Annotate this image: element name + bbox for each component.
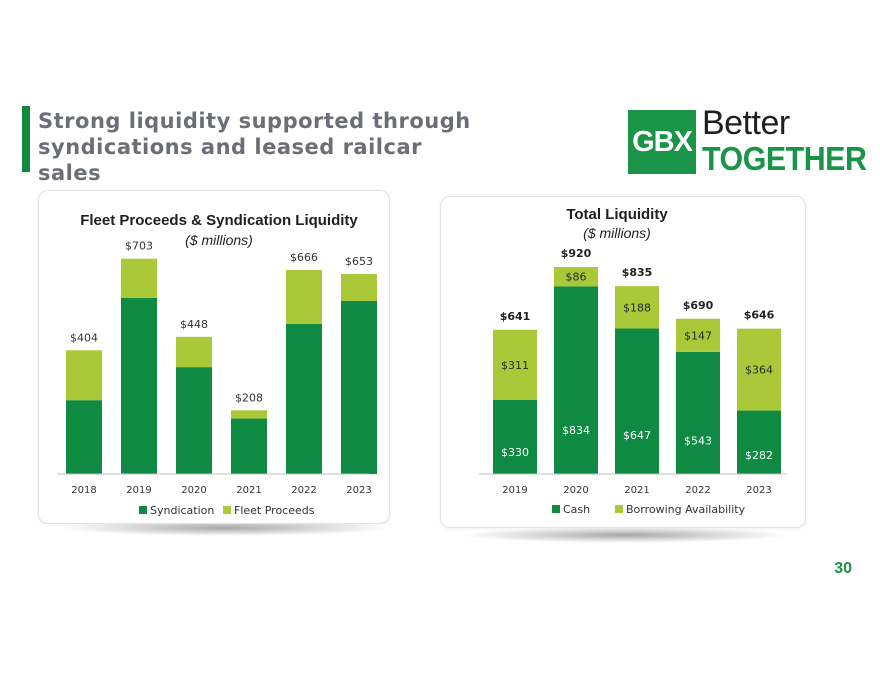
page-number: 30 [834,560,852,577]
bar-borrowing-availability-2019 [493,329,537,400]
segment-label-cash-2023: $282 [745,449,773,462]
total-label-2022: $666 [290,251,318,264]
bar-cash-2022 [676,351,720,474]
total-liquidity-chart: Total Liquidity ($ millions) $330 $311 $64… [479,206,787,516]
logo-together-text: TOGETHER [702,140,867,177]
chart2-subtitle: ($ millions) [583,225,651,241]
chart2-title: Total Liquidity [566,206,668,223]
x-tick-2018: 2018 [71,485,96,496]
segment-label-cash-2020: $834 [562,424,590,437]
chart2-legend: Cash Borrowing Availability [552,503,746,516]
x-tick-2020: 2020 [563,485,588,496]
segment-label-borrowing-availability-2020: $86 [566,271,587,284]
bar-borrowing-availability-2022 [676,318,720,352]
bar-borrowing-availability-2023 [737,328,781,411]
chart1-panel: Fleet Proceeds & Syndication Liquidity (… [38,190,390,524]
bar-fleet-proceeds-2018 [66,350,102,401]
total-label-2022: $690 [683,299,714,312]
segment-label-borrowing-availability-2022: $147 [684,329,712,342]
bar-cash-2023 [737,410,781,474]
bar-fleet-proceeds-2023 [341,274,377,301]
slide-title: Strong liquidity supported through syndi… [38,109,471,185]
legend-label-syndication: Syndication [150,504,214,517]
x-tick-2019: 2019 [126,485,151,496]
x-tick-2022: 2022 [685,485,710,496]
legend-label-borrowing: Borrowing Availability [626,503,746,516]
bar-cash-2019 [493,399,537,474]
bar-syndication-2022 [286,323,322,474]
segment-label-borrowing-availability-2023: $364 [745,364,773,377]
legend-swatch-fleet-proceeds [223,506,231,514]
segment-label-borrowing-availability-2021: $188 [623,301,651,314]
x-tick-2023: 2023 [746,485,771,496]
chart2-panel: Total Liquidity ($ millions) $330 $311 $64… [440,196,806,528]
bar-fleet-proceeds-2021 [231,410,267,419]
total-label-2020: $448 [180,318,208,331]
bar-fleet-proceeds-2020 [176,336,212,368]
gbx-logo: GBX Better TOGETHER [628,104,867,178]
total-label-2023: $653 [345,255,373,268]
bar-syndication-2023 [341,300,377,474]
x-tick-2022: 2022 [291,485,316,496]
total-label-2021: $208 [235,391,263,404]
segment-label-cash-2022: $543 [684,435,712,448]
segment-label-cash-2019: $330 [501,446,529,459]
title-accent-bar [22,106,30,172]
segment-label-borrowing-availability-2019: $311 [501,359,529,372]
bar-cash-2020 [554,286,598,474]
chart1-title: Fleet Proceeds & Syndication Liquidity [80,212,358,229]
segment-label-cash-2021: $647 [623,429,651,442]
legend-swatch-borrowing [615,505,623,513]
chart2-panel-shadow [460,527,790,543]
fleet-proceeds-chart: Fleet Proceeds & Syndication Liquidity (… [57,212,377,517]
x-tick-2023: 2023 [346,485,371,496]
bar-cash-2021 [615,328,659,474]
logo-better-text: Better [702,104,790,142]
legend-label-fleet-proceeds: Fleet Proceeds [234,504,315,517]
x-tick-2021: 2021 [236,485,261,496]
bar-borrowing-availability-2021 [615,286,659,329]
x-tick-2021: 2021 [624,485,649,496]
legend-swatch-cash [552,505,560,513]
bar-syndication-2020 [176,367,212,474]
bar-syndication-2019 [121,297,157,474]
legend-swatch-syndication [139,506,147,514]
total-label-2020: $920 [561,247,592,260]
total-label-2018: $404 [70,331,98,344]
total-label-2019: $703 [125,240,153,253]
bar-syndication-2018 [66,400,102,474]
x-tick-2020: 2020 [181,485,206,496]
bar-syndication-2021 [231,418,267,474]
chart1-panel-shadow [60,520,390,536]
total-label-2021: $835 [622,266,653,279]
total-label-2019: $641 [500,310,531,323]
logo-gbx-box: GBX [628,110,696,174]
chart1-subtitle: ($ millions) [185,232,253,248]
x-tick-2019: 2019 [502,485,527,496]
bar-fleet-proceeds-2022 [286,270,322,324]
bar-borrowing-availability-2020 [554,267,598,287]
chart1-legend: Syndication Fleet Proceeds [139,504,315,517]
legend-label-cash: Cash [563,503,590,516]
total-label-2023: $646 [744,309,775,322]
bar-fleet-proceeds-2019 [121,258,157,298]
